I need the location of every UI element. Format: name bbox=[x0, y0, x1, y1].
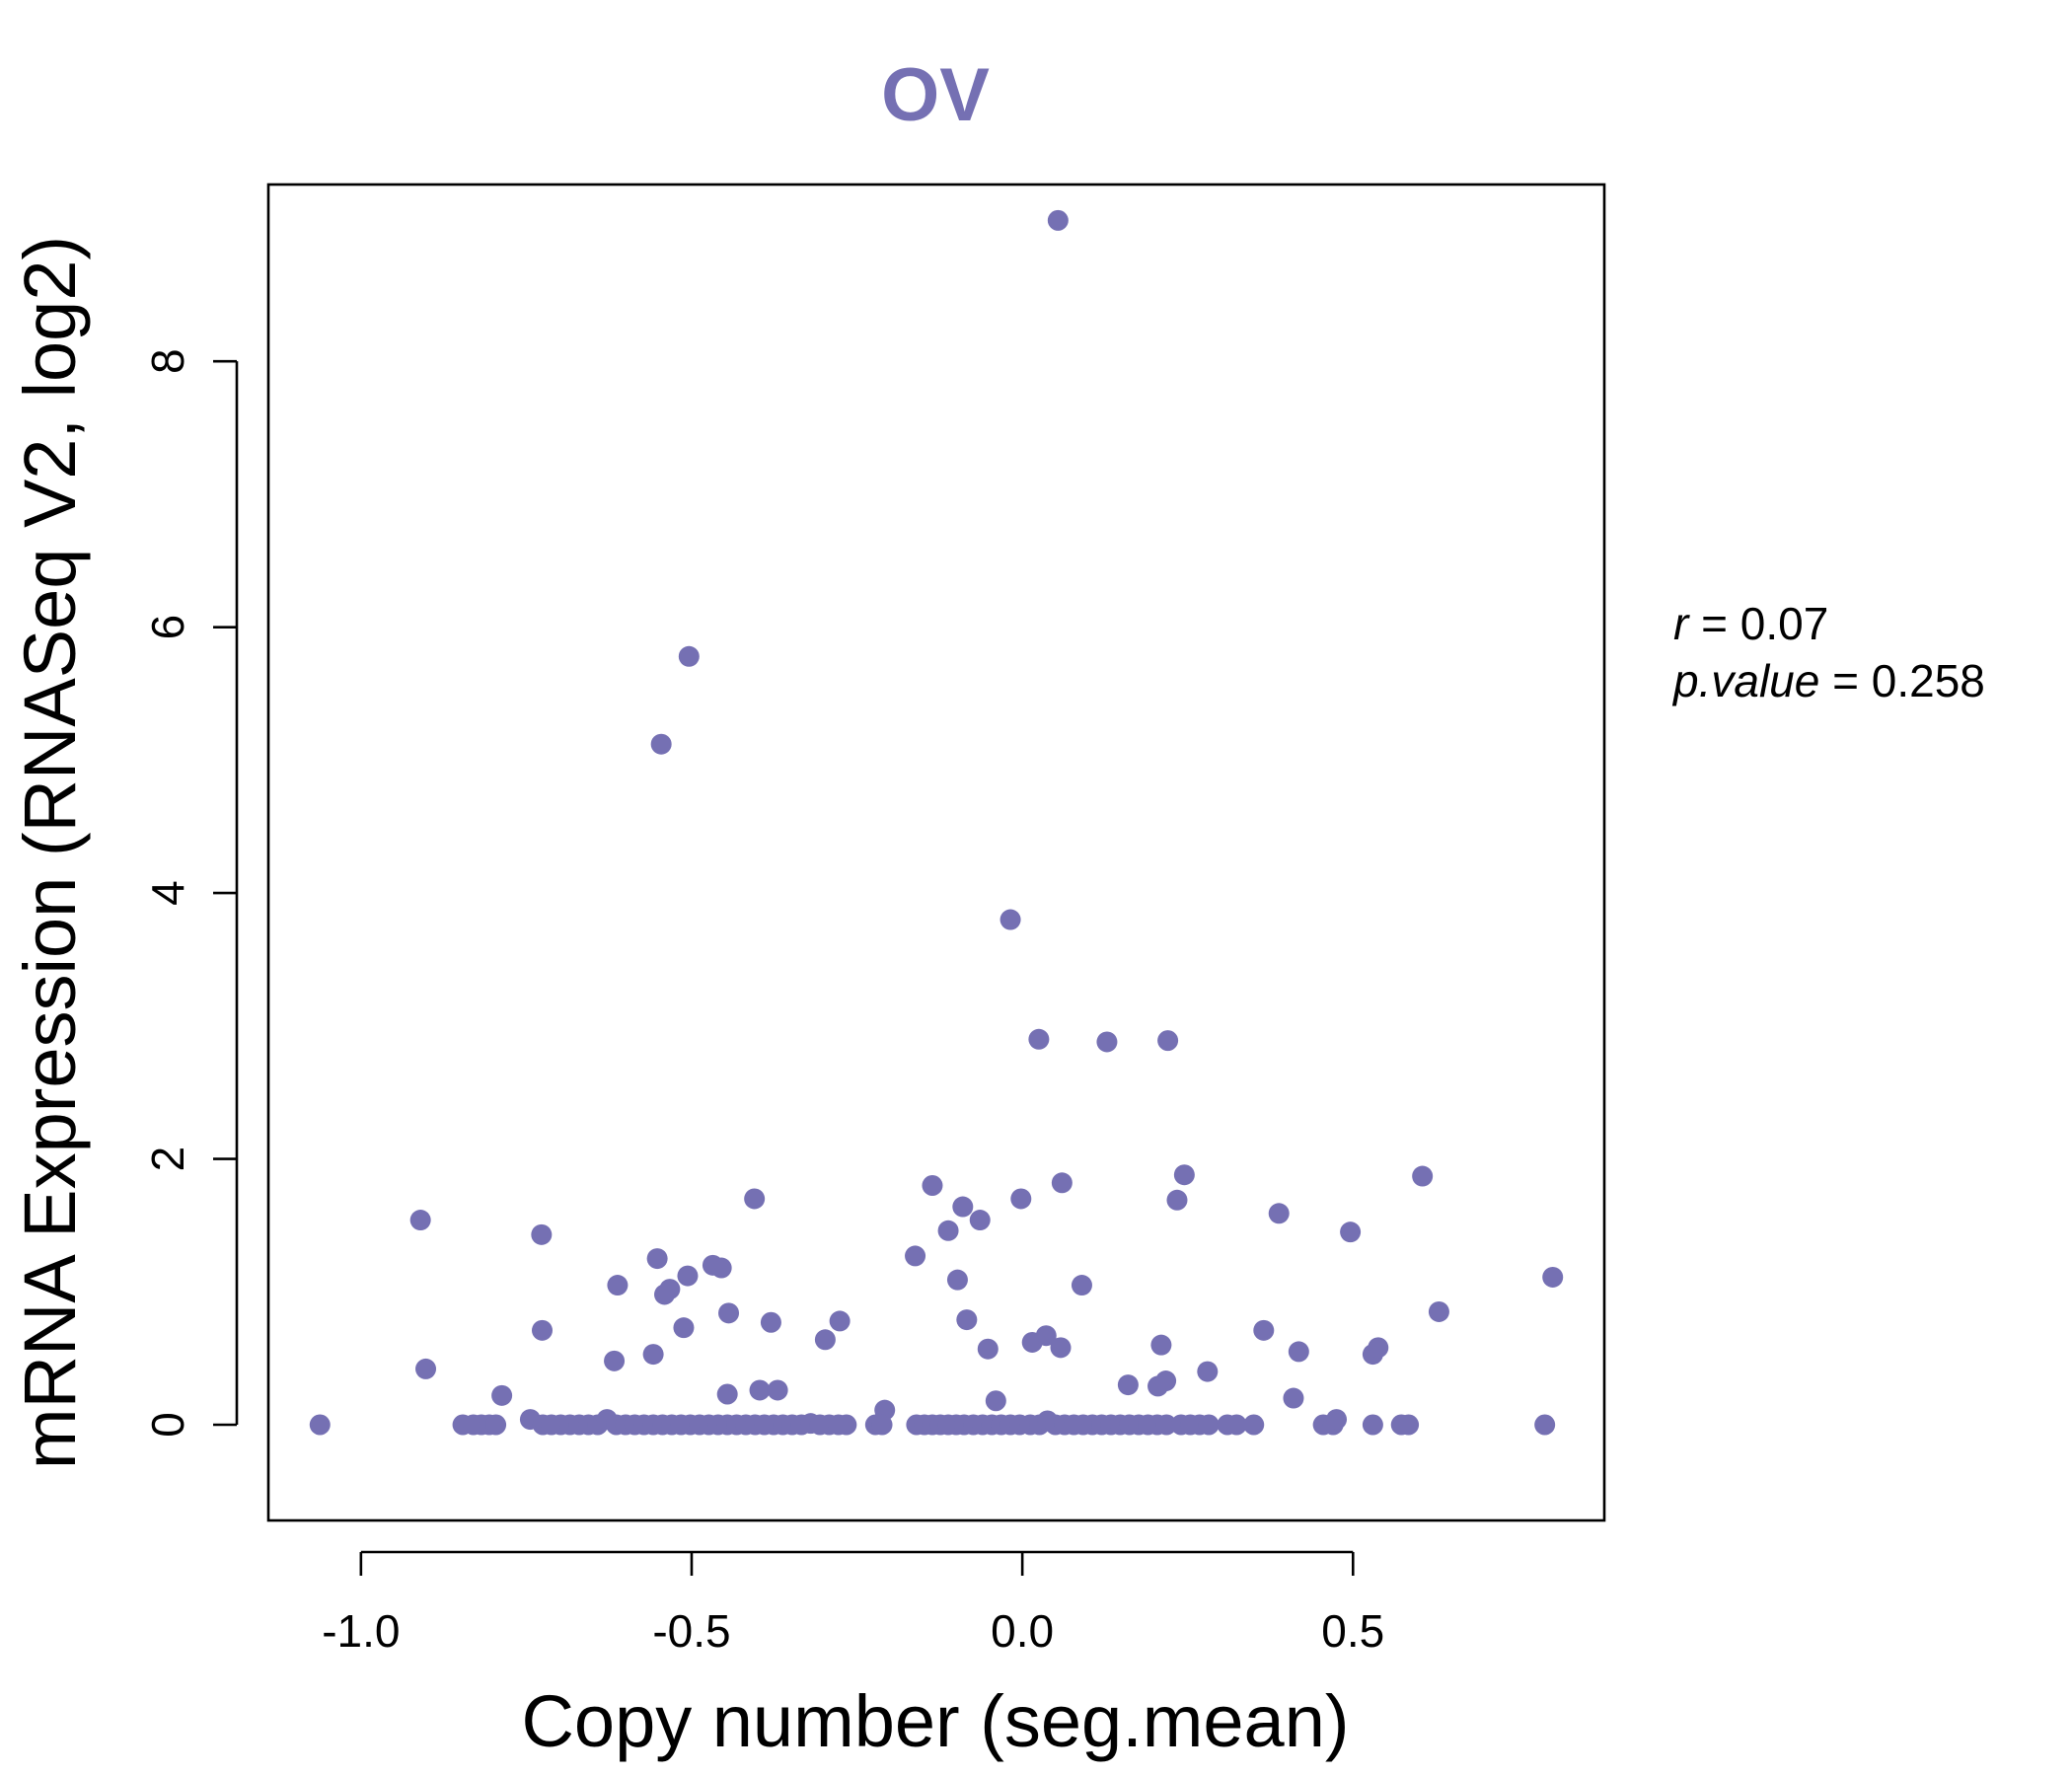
data-point-40 bbox=[829, 1310, 851, 1332]
correlation-annotation: r = 0.07 bbox=[1673, 598, 1828, 649]
data-point-48 bbox=[1288, 1341, 1309, 1363]
p-value: 0.258 bbox=[1872, 655, 1985, 706]
p-label: p.value bbox=[1671, 655, 1819, 706]
data-point-44 bbox=[1035, 1325, 1057, 1347]
y-tick-label-2: 4 bbox=[142, 880, 193, 906]
data-point-50 bbox=[1368, 1337, 1389, 1359]
data-point-41 bbox=[956, 1309, 978, 1331]
data-point-22 bbox=[1010, 1188, 1032, 1210]
data-point-2 bbox=[650, 733, 672, 755]
data-point-13 bbox=[677, 1265, 699, 1287]
data-point-18 bbox=[922, 1174, 943, 1196]
data-point-0 bbox=[1047, 209, 1069, 231]
data-point-51 bbox=[1428, 1300, 1449, 1322]
data-point-34 bbox=[604, 1350, 626, 1371]
chart-title: OV bbox=[881, 53, 990, 137]
data-point-144 bbox=[1326, 1409, 1348, 1431]
data-point-103 bbox=[836, 1414, 857, 1436]
data-point-9 bbox=[744, 1188, 766, 1210]
data-point-105 bbox=[871, 1414, 893, 1436]
data-point-26 bbox=[1166, 1189, 1188, 1211]
data-point-63 bbox=[309, 1414, 331, 1436]
y-axis-label: mRNA Expression (RNASeq V2, log2) bbox=[9, 236, 91, 1469]
data-point-8 bbox=[531, 1223, 553, 1245]
r-equals: = bbox=[1688, 598, 1739, 649]
data-point-5 bbox=[1096, 1031, 1118, 1053]
data-point-6 bbox=[1157, 1030, 1179, 1052]
data-point-36 bbox=[673, 1317, 695, 1339]
plot-frame bbox=[266, 183, 1606, 1522]
data-point-141 bbox=[1243, 1414, 1265, 1436]
data-point-55 bbox=[767, 1379, 788, 1401]
data-point-35 bbox=[642, 1344, 664, 1366]
data-point-53 bbox=[716, 1383, 738, 1405]
data-point-61 bbox=[1197, 1361, 1219, 1382]
data-point-15 bbox=[654, 1284, 676, 1305]
x-axis-ticks: -1.0 -0.5 0.0 0.5 bbox=[322, 1552, 1384, 1657]
data-point-145 bbox=[1362, 1414, 1383, 1436]
data-point-138 bbox=[1198, 1414, 1220, 1436]
data-point-62 bbox=[1283, 1387, 1304, 1409]
data-point-7 bbox=[409, 1210, 431, 1231]
y-tick-label-1: 2 bbox=[142, 1147, 193, 1172]
data-point-12 bbox=[710, 1257, 732, 1279]
data-point-30 bbox=[1412, 1165, 1434, 1187]
data-point-17 bbox=[905, 1245, 926, 1267]
data-point-58 bbox=[1117, 1374, 1139, 1396]
data-point-21 bbox=[969, 1210, 991, 1231]
data-point-1 bbox=[678, 645, 700, 667]
data-point-52 bbox=[491, 1384, 513, 1406]
y-tick-label-4: 8 bbox=[142, 348, 193, 374]
data-point-60 bbox=[1155, 1370, 1177, 1392]
data-point-46 bbox=[1150, 1334, 1172, 1356]
data-points bbox=[309, 209, 1564, 1436]
data-point-148 bbox=[1534, 1414, 1556, 1436]
data-point-147 bbox=[1398, 1414, 1420, 1436]
data-point-10 bbox=[646, 1248, 668, 1270]
data-point-16 bbox=[607, 1275, 629, 1296]
data-point-140 bbox=[1225, 1414, 1247, 1436]
data-point-33 bbox=[532, 1319, 554, 1341]
data-point-28 bbox=[1268, 1203, 1290, 1224]
data-point-24 bbox=[946, 1269, 968, 1291]
r-value: 0.07 bbox=[1740, 598, 1829, 649]
data-point-25 bbox=[1071, 1275, 1092, 1296]
data-point-38 bbox=[760, 1311, 781, 1333]
data-point-4 bbox=[1028, 1028, 1050, 1050]
p-value-annotation: p.value = 0.258 bbox=[1671, 655, 1985, 706]
data-point-45 bbox=[1050, 1337, 1072, 1359]
data-point-29 bbox=[1340, 1221, 1362, 1243]
x-tick-label-0: -1.0 bbox=[322, 1605, 400, 1657]
data-point-20 bbox=[952, 1196, 974, 1218]
data-point-32 bbox=[415, 1358, 437, 1379]
data-point-57 bbox=[985, 1390, 1006, 1412]
data-point-23 bbox=[1051, 1172, 1073, 1194]
y-tick-label-3: 6 bbox=[142, 615, 193, 640]
x-axis-label: Copy number (seg.mean) bbox=[521, 1680, 1349, 1762]
data-point-27 bbox=[1173, 1164, 1195, 1186]
x-tick-label-1: -0.5 bbox=[652, 1605, 730, 1657]
data-point-3 bbox=[999, 909, 1021, 930]
p-equals: = bbox=[1819, 655, 1871, 706]
data-point-31 bbox=[1542, 1266, 1564, 1288]
y-tick-label-0: 0 bbox=[142, 1412, 193, 1438]
data-point-47 bbox=[1253, 1319, 1275, 1341]
data-point-37 bbox=[718, 1302, 740, 1324]
data-point-68 bbox=[485, 1414, 507, 1436]
x-tick-label-3: 0.5 bbox=[1321, 1605, 1384, 1657]
data-point-54 bbox=[749, 1379, 771, 1401]
data-point-134 bbox=[1155, 1414, 1177, 1436]
data-point-19 bbox=[937, 1220, 959, 1241]
x-tick-label-2: 0.0 bbox=[991, 1605, 1054, 1657]
data-point-42 bbox=[977, 1338, 999, 1360]
r-label: r bbox=[1673, 598, 1690, 649]
y-axis-ticks: 0 2 4 6 8 bbox=[142, 348, 237, 1438]
data-point-39 bbox=[814, 1329, 836, 1351]
